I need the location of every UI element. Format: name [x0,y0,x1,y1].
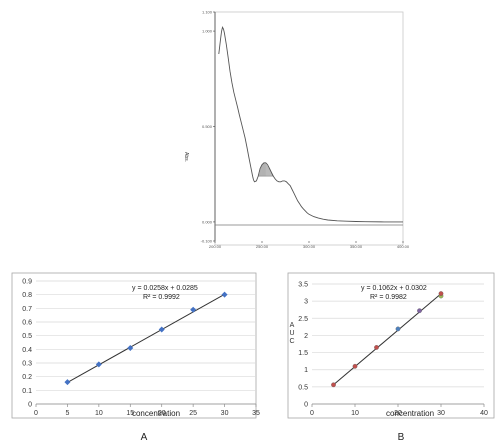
chart-b-r-squared: R² = 0.9982 [370,294,407,301]
chart-a-panel-label: A [141,432,148,443]
chart-b-point [395,326,401,332]
chart-a-point [158,326,165,333]
chart-b-y-label-letter: U [289,330,294,337]
b-x-tick-label: 20 [394,410,402,417]
a-y-tick-label: 0.1 [22,388,32,395]
chart-a-points [64,291,228,386]
chart-b-point [352,363,358,369]
spectrum-y-ticks: -0.100 0.000 0.500 1.000 1.100 [201,10,215,244]
spectrum-x-tick-label: 350.00 [350,244,363,249]
a-y-tick-label: 0.3 [22,361,32,368]
b-y-tick-label: 2 [304,333,308,340]
chart-b-point [374,345,379,350]
a-x-tick-label: 20 [158,410,166,417]
chart-b-y-ticks: 0 0.5 1 1.5 2 2.5 3 3.5 [298,282,308,409]
chart-a-r-squared: R² = 0.9992 [143,294,180,301]
a-x-tick-label: 5 [65,410,69,417]
chart-b-point [417,308,422,314]
b-y-tick-label: 0 [304,402,308,409]
chart-a-trendline [67,293,225,383]
spectrum-x-tick-label: 300.00 [303,244,316,249]
b-x-tick-label: 10 [351,410,359,417]
chart-a-x-ticks: 0 5 10 15 20 25 30 35 [34,404,260,417]
chart-a-point [95,361,102,368]
chart-b-x-label: concentration [386,409,434,418]
a-x-tick-label: 30 [221,410,229,417]
chart-b-points [331,291,444,388]
a-x-tick-label: 35 [252,410,260,417]
a-y-tick-label: 0.5 [22,333,32,340]
chart-b-y-label: AUC [289,322,294,345]
calibration-chart-b: 0 0.5 1 1.5 2 2.5 3 3.5 0 10 20 30 40 y = 0.1062x +… [287,272,495,443]
chart-b-x-ticks: 0 10 20 30 40 [310,404,488,417]
a-x-tick-label: 15 [126,410,134,417]
chart-b-frame [287,272,495,419]
b-y-tick-label: 1.5 [298,350,308,357]
a-x-tick-label: 10 [95,410,103,417]
chart-a-gridlines [36,280,256,405]
calibration-chart-a: 0 0.1 0.2 0.3 0.4 0.5 0.6 0.7 0.8 0.9 0 5 10 15 20 25 3… [11,272,260,443]
spectrum-line [218,26,403,223]
spectrum-y-tick-label: -0.100 [201,239,213,244]
a-y-tick-label: 0.4 [22,347,32,354]
b-y-tick-label: 2.5 [298,316,308,323]
b-x-tick-label: 40 [480,410,488,417]
chart-a-equation: y = 0.0258x + 0.0285 [132,285,198,292]
chart-b-y-label-letter: C [289,338,294,345]
chart-b-y-label-letter: A [290,322,295,329]
chart-a-x-label: concentration [132,409,180,418]
chart-a-point [127,344,134,351]
spectrum-y-label: Abs. [183,152,189,162]
chart-a-point [221,291,228,298]
spectrum-chart: Abs. -0.100 0.000 0.500 1.000 1.100 200.00 25… [183,10,410,250]
b-y-tick-label: 3 [304,299,308,306]
spectrum-y-tick-label: 1.000 [202,29,213,34]
spectrum-y-tick-label: 1.100 [202,10,213,15]
b-y-tick-label: 1 [304,367,308,374]
spectrum-x-ticks: 200.00 250.00 300.00 350.00 400.00 [209,241,410,249]
chart-b-equation: y = 0.1062x + 0.0302 [361,285,427,292]
b-x-tick-label: 0 [310,410,314,417]
b-y-tick-label: 3.5 [298,282,308,289]
a-y-tick-label: 0 [28,402,32,409]
a-y-tick-label: 0.7 [22,306,32,313]
chart-a-point [190,306,197,313]
a-y-tick-label: 0.8 [22,292,32,299]
b-x-tick-label: 30 [437,410,445,417]
spectrum-hatched-area [258,162,274,177]
a-x-tick-label: 0 [34,410,38,417]
chart-a-y-ticks: 0 0.1 0.2 0.3 0.4 0.5 0.6 0.7 0.8 0.9 [22,279,32,409]
chart-b-point [438,291,444,296]
a-y-tick-label: 0.9 [22,279,32,286]
a-x-tick-label: 25 [189,410,197,417]
spectrum-y-tick-label: 0.000 [202,219,213,224]
spectrum-x-tick-label: 200.00 [209,244,222,249]
a-y-tick-label: 0.6 [22,320,32,327]
spectrum-y-tick-label: 0.500 [202,124,213,129]
chart-a-point [64,379,71,386]
spectrum-x-tick-label: 400.00 [397,244,410,249]
chart-b-panel-label: B [398,432,405,443]
b-y-tick-label: 0.5 [298,384,308,391]
chart-b-point [331,382,336,388]
chart-b-trendline [333,293,442,386]
spectrum-x-tick-label: 250.00 [256,244,269,249]
a-y-tick-label: 0.2 [22,374,32,381]
